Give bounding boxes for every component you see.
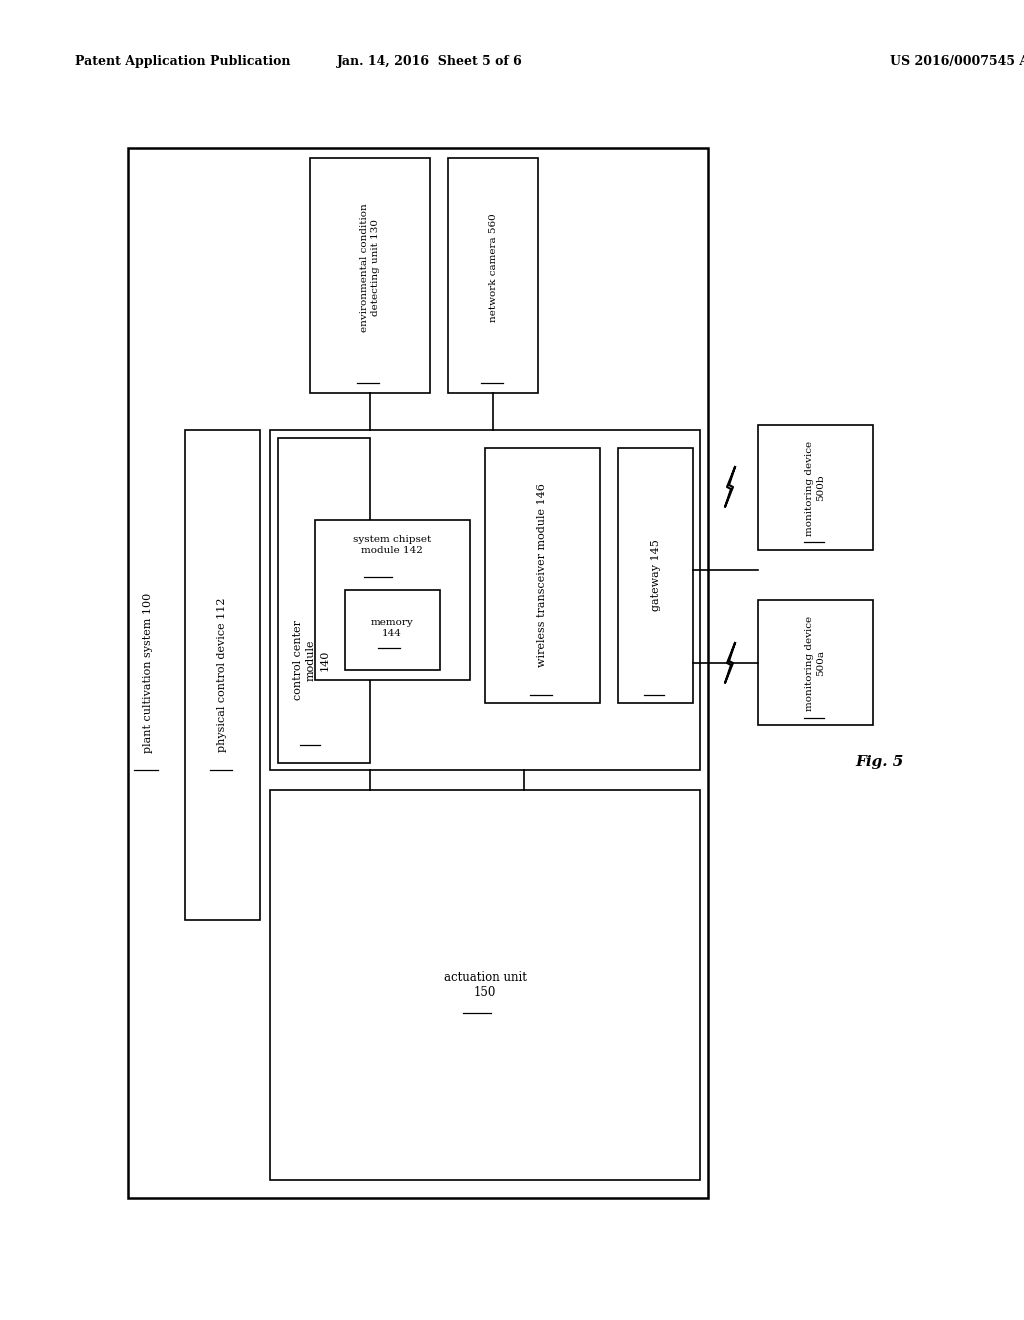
Text: wireless transceiver module 146: wireless transceiver module 146 — [537, 483, 547, 667]
Bar — [310, 158, 430, 393]
Text: gateway 145: gateway 145 — [651, 539, 662, 611]
Text: control center
module
140: control center module 140 — [293, 620, 329, 700]
Text: monitoring device
500b: monitoring device 500b — [805, 441, 824, 536]
Text: network camera 560: network camera 560 — [488, 214, 498, 322]
Bar — [758, 601, 873, 725]
Bar — [278, 438, 370, 763]
Text: Fig. 5: Fig. 5 — [856, 755, 904, 770]
Text: environmental condition
detecting unit 130: environmental condition detecting unit 1… — [359, 203, 380, 333]
Text: Patent Application Publication: Patent Application Publication — [75, 55, 291, 69]
Text: system chipset
module 142: system chipset module 142 — [353, 536, 431, 554]
Bar — [345, 590, 440, 671]
Bar — [128, 148, 708, 1199]
Text: memory
144: memory 144 — [371, 618, 414, 638]
Text: Jan. 14, 2016  Sheet 5 of 6: Jan. 14, 2016 Sheet 5 of 6 — [337, 55, 523, 69]
Bar — [270, 430, 700, 770]
Bar — [449, 158, 538, 393]
Bar — [315, 520, 470, 680]
Text: US 2016/0007545 A1: US 2016/0007545 A1 — [890, 55, 1024, 69]
Text: plant cultivation system 100: plant cultivation system 100 — [143, 593, 153, 754]
Bar — [758, 425, 873, 550]
Bar — [185, 430, 260, 920]
Bar — [270, 789, 700, 1180]
Bar — [618, 447, 693, 704]
Text: actuation unit
150: actuation unit 150 — [443, 972, 526, 999]
Text: physical control device 112: physical control device 112 — [217, 598, 227, 752]
Bar — [485, 447, 600, 704]
Text: monitoring device
500a: monitoring device 500a — [805, 615, 824, 710]
